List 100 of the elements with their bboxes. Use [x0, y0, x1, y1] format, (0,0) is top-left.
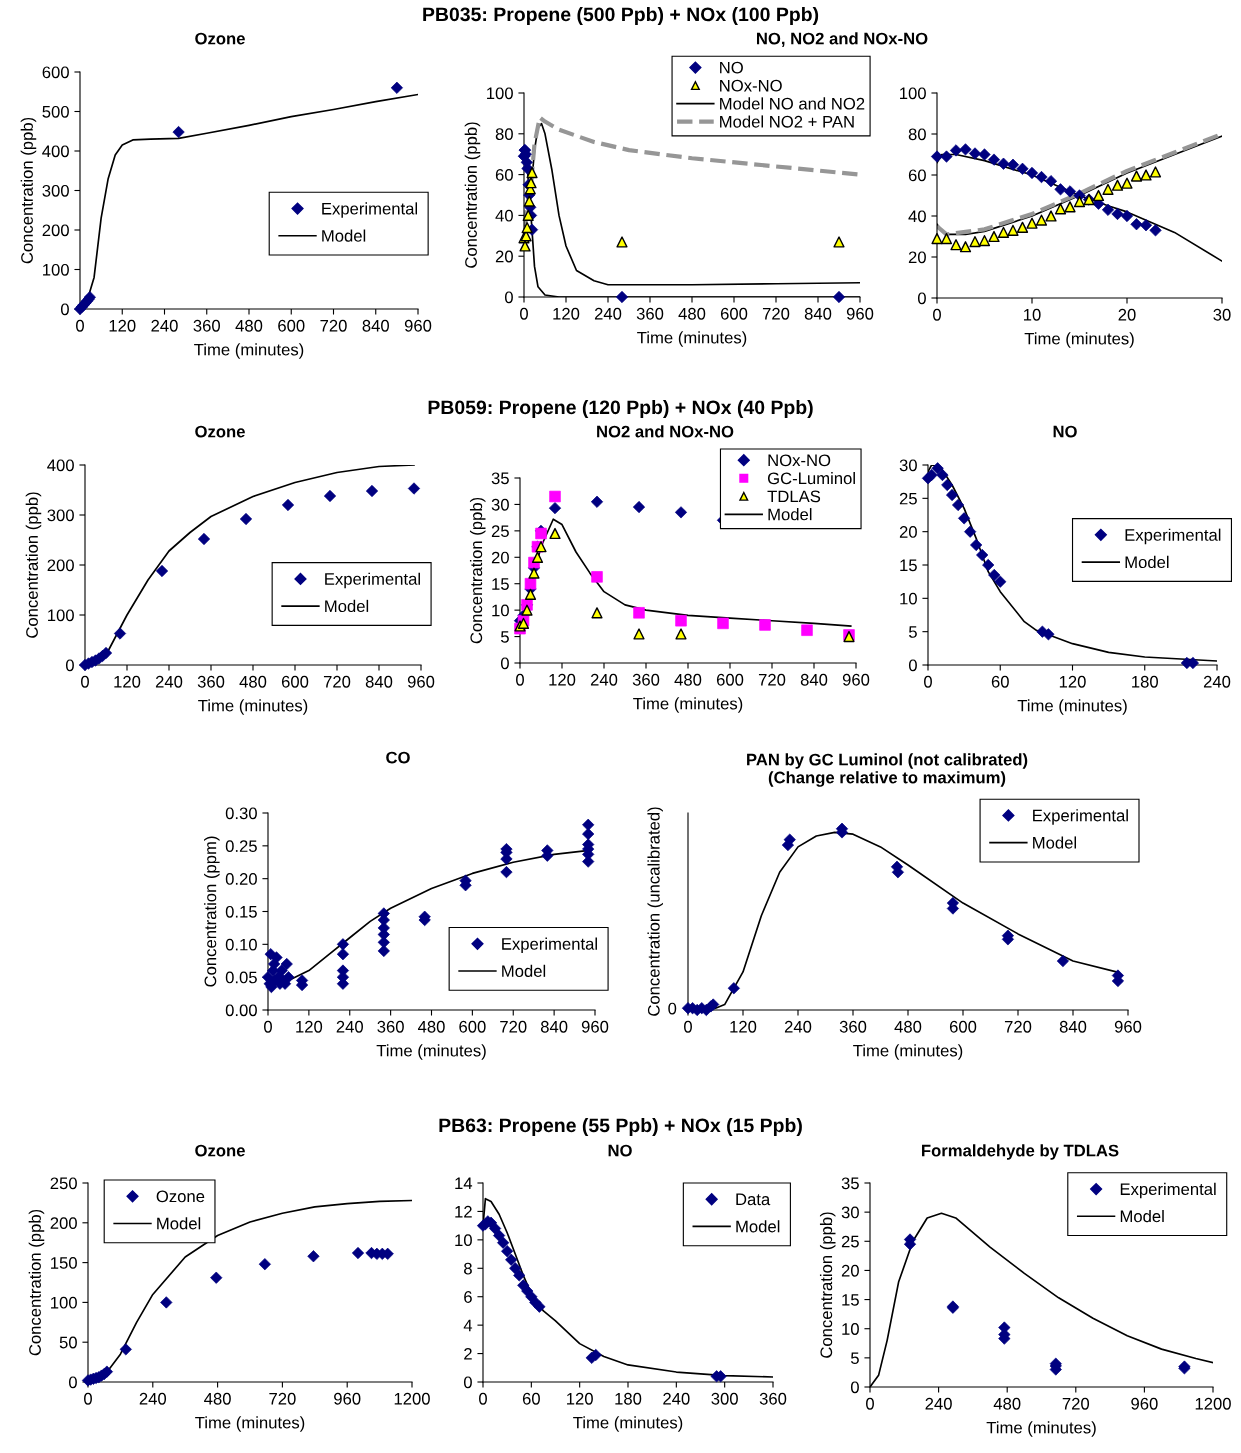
y-tick-label: 80 — [495, 128, 513, 140]
y-tick-label: 0.00 — [225, 1004, 257, 1017]
legend-label: Model NO and NO2 — [720, 97, 865, 110]
x-tick-label: 240 — [590, 673, 618, 686]
annotation: 0 — [668, 1002, 677, 1015]
y-tick-label: 15 — [842, 1294, 859, 1306]
y-tick-label: 0.15 — [225, 905, 257, 918]
legend-label: TDLAS — [767, 490, 821, 503]
y-tick-label: 400 — [47, 459, 74, 472]
legend-label: Model — [157, 1217, 201, 1230]
x-tick-label: 720 — [758, 673, 786, 686]
y-tick-label: 100 — [487, 87, 513, 100]
x-axis-title: Time (minutes) — [853, 1044, 963, 1060]
x-tick-label: 840 — [365, 675, 393, 688]
chart-title: PAN by GC Luminol (not calibrated) (Change relative to maximum) — [747, 753, 1028, 787]
chart-title: Ozone — [195, 1144, 245, 1157]
x-tick-label: 720 — [1062, 1397, 1090, 1410]
y-tick-label: 0.25 — [225, 840, 257, 853]
x-tick-label: 60 — [991, 675, 1009, 688]
y-tick-label: 40 — [908, 210, 926, 223]
y-tick-label: 200 — [42, 224, 69, 237]
y-tick-label: 4 — [463, 1319, 473, 1332]
y-axis-title: Concentration (ppm) — [204, 836, 220, 987]
y-tick-label: 15 — [900, 559, 917, 572]
x-tick-label: 960 — [407, 675, 435, 688]
x-tick-label: 360 — [759, 1392, 787, 1405]
y-tick-label: 40 — [495, 209, 513, 222]
y-axis-title: Concentration (ppb) — [28, 1209, 45, 1356]
x-tick-label: 480 — [674, 673, 702, 686]
y-tick-label: 400 — [42, 145, 69, 158]
x-tick-label: 0 — [479, 1392, 487, 1405]
legend-label: Model — [1120, 1210, 1164, 1223]
x-tick-label: 720 — [320, 319, 347, 332]
x-tick-label: 480 — [204, 1392, 231, 1405]
x-tick-label: 840 — [1059, 1020, 1087, 1033]
x-tick-label: 180 — [1132, 675, 1158, 688]
x-tick-label: 300 — [711, 1392, 738, 1405]
y-tick-label: 100 — [900, 87, 926, 100]
x-tick-label: 840 — [540, 1020, 568, 1033]
y-tick-label: 0 — [65, 659, 74, 672]
x-tick-label: 600 — [716, 673, 744, 686]
y-tick-label: 100 — [51, 1296, 77, 1309]
x-tick-label: 120 — [567, 1392, 593, 1405]
legend-label: Ozone — [156, 1190, 205, 1203]
y-axis-title: Concentration (ppb) — [469, 497, 486, 644]
y-axis-title: Concentration (ppb) — [25, 492, 42, 638]
x-tick-label: 720 — [762, 307, 790, 320]
x-tick-label: 480 — [678, 307, 706, 320]
x-tick-label: 600 — [720, 307, 748, 320]
y-tick-label: 30 — [899, 459, 917, 472]
text: PB059: Propene (120 Ppb) + NOx (40 Ppb) — [428, 399, 813, 419]
x-tick-label: 240 — [139, 1392, 167, 1405]
y-tick-label: 5 — [850, 1352, 859, 1365]
y-tick-label: 100 — [43, 263, 69, 276]
legend-label: Experimental — [1033, 809, 1128, 825]
y-tick-label: 200 — [50, 1217, 77, 1229]
y-tick-label: 0 — [908, 659, 917, 672]
y-tick-label: 250 — [50, 1177, 77, 1190]
x-tick-label: 10 — [1024, 308, 1041, 321]
y-tick-label: 0 — [850, 1381, 859, 1394]
x-tick-label: 720 — [269, 1392, 296, 1405]
y-tick-label: 10 — [492, 604, 509, 617]
x-tick-label: 240 — [784, 1020, 812, 1033]
x-tick-label: 30 — [1213, 308, 1231, 321]
x-tick-label: 480 — [993, 1397, 1021, 1410]
chart-title: Ozone — [195, 425, 245, 438]
x-tick-label: 480 — [417, 1020, 445, 1033]
legend-label: Model — [322, 229, 366, 242]
x-tick-label: 960 — [1114, 1020, 1142, 1033]
x-tick-label: 0 — [520, 307, 528, 320]
x-axis-title: Time (minutes) — [198, 699, 308, 715]
x-tick-label: 360 — [193, 319, 220, 332]
legend-label: Experimental — [1125, 528, 1221, 545]
y-tick-label: 6 — [464, 1291, 472, 1303]
y-tick-label: 0 — [500, 657, 509, 670]
legend-label: Experimental — [325, 572, 420, 589]
x-tick-label: 960 — [404, 319, 432, 332]
legend-label: Experimental — [322, 202, 418, 218]
y-tick-label: 30 — [841, 1206, 859, 1219]
y-tick-label: 8 — [464, 1262, 472, 1275]
y-tick-label: 20 — [491, 551, 509, 564]
x-tick-label: 960 — [581, 1020, 609, 1033]
x-tick-label: 120 — [553, 307, 580, 320]
y-tick-label: 35 — [491, 472, 509, 485]
legend-label: Model — [1033, 836, 1077, 849]
x-tick-label: 120 — [109, 319, 136, 332]
x-tick-label: 240 — [151, 319, 178, 332]
x-tick-label: 240 — [1203, 675, 1231, 688]
y-tick-label: 0.10 — [225, 938, 257, 951]
x-tick-label: 0 — [264, 1020, 272, 1033]
x-tick-label: 960 — [334, 1392, 361, 1405]
x-tick-label: 720 — [500, 1020, 527, 1033]
x-tick-label: 840 — [800, 673, 828, 686]
y-tick-label: 20 — [908, 251, 926, 264]
x-tick-label: 180 — [615, 1392, 642, 1405]
x-tick-label: 240 — [663, 1392, 690, 1405]
x-tick-label: 120 — [549, 673, 576, 686]
chart-title: CO — [386, 751, 410, 764]
y-tick-label: 14 — [455, 1177, 473, 1190]
x-tick-label: 240 — [925, 1397, 952, 1410]
